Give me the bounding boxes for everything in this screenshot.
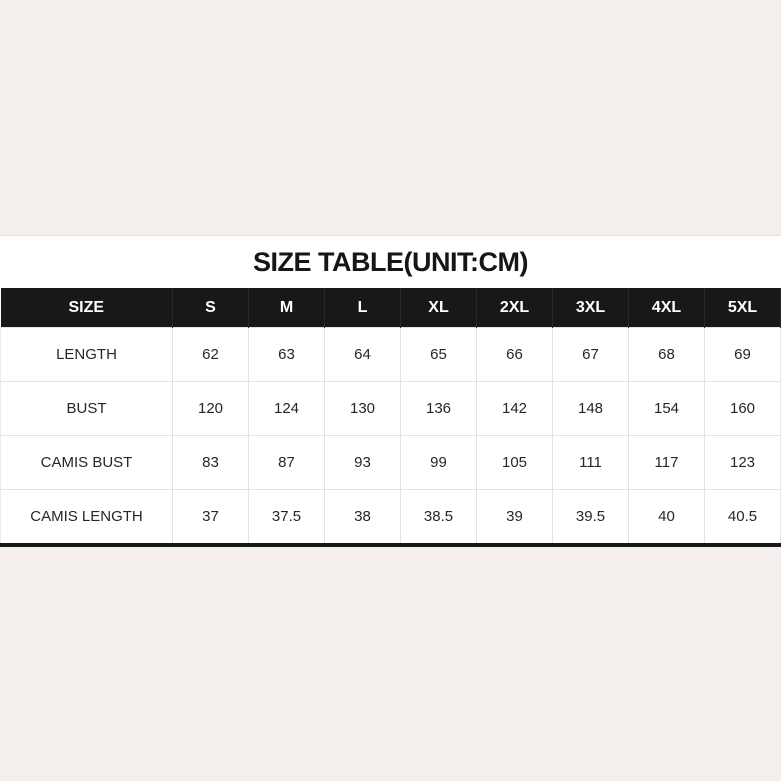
header-cell: 5XL: [704, 288, 781, 328]
value-cell: 37.5: [248, 489, 325, 543]
value-cell: 87: [248, 435, 325, 490]
value-cell: 37: [172, 489, 249, 543]
value-cell: 123: [704, 435, 781, 490]
value-cell: 93: [324, 435, 401, 490]
row-label: BUST: [0, 381, 173, 436]
value-cell: 69: [704, 327, 781, 382]
size-table: SIZE S M L XL 2XL 3XL 4XL 5XL LENGTH 62 63 64 65 66 67…: [0, 288, 781, 543]
value-cell: 64: [324, 327, 401, 382]
value-cell: 63: [248, 327, 325, 382]
row-label: CAMIS LENGTH: [0, 489, 173, 543]
value-cell: 40.5: [704, 489, 781, 543]
value-cell: 40: [628, 489, 705, 543]
header-cell: M: [248, 288, 325, 328]
value-cell: 83: [172, 435, 249, 490]
header-cell: 2XL: [476, 288, 553, 328]
header-cell: L: [324, 288, 401, 328]
value-cell: 99: [400, 435, 477, 490]
table-row: CAMIS LENGTH 37 37.5 38 38.5 39 39.5 40 40.5: [0, 489, 781, 543]
header-cell: XL: [400, 288, 477, 328]
row-label: LENGTH: [0, 327, 173, 382]
value-cell: 136: [400, 381, 477, 436]
value-cell: 105: [476, 435, 553, 490]
size-table-title: SIZE TABLE(UNIT:CM): [253, 246, 528, 277]
header-cell-size: SIZE: [0, 288, 173, 328]
value-cell: 124: [248, 381, 325, 436]
value-cell: 67: [552, 327, 629, 382]
table-row: CAMIS BUST 83 87 93 99 105 111 117 123: [0, 435, 781, 490]
value-cell: 62: [172, 327, 249, 382]
row-label: CAMIS BUST: [0, 435, 173, 490]
value-cell: 160: [704, 381, 781, 436]
table-row: LENGTH 62 63 64 65 66 67 68 69: [0, 327, 781, 382]
value-cell: 117: [628, 435, 705, 490]
header-cell: 4XL: [628, 288, 705, 328]
table-row: BUST 120 124 130 136 142 148 154 160: [0, 381, 781, 436]
value-cell: 154: [628, 381, 705, 436]
value-cell: 68: [628, 327, 705, 382]
value-cell: 66: [476, 327, 553, 382]
value-cell: 120: [172, 381, 249, 436]
value-cell: 65: [400, 327, 477, 382]
header-cell: 3XL: [552, 288, 629, 328]
value-cell: 111: [552, 435, 629, 490]
value-cell: 38.5: [400, 489, 477, 543]
value-cell: 39: [476, 489, 553, 543]
value-cell: 39.5: [552, 489, 629, 543]
value-cell: 142: [476, 381, 553, 436]
value-cell: 148: [552, 381, 629, 436]
size-table-body: LENGTH 62 63 64 65 66 67 68 69 BUST 120 124 130 136 14…: [0, 327, 781, 543]
size-table-panel: SIZE TABLE(UNIT:CM) SIZE S M L XL 2XL 3XL 4XL 5X…: [0, 235, 781, 547]
value-cell: 38: [324, 489, 401, 543]
header-cell: S: [172, 288, 249, 328]
value-cell: 130: [324, 381, 401, 436]
size-table-header-row: SIZE S M L XL 2XL 3XL 4XL 5XL: [0, 288, 781, 328]
